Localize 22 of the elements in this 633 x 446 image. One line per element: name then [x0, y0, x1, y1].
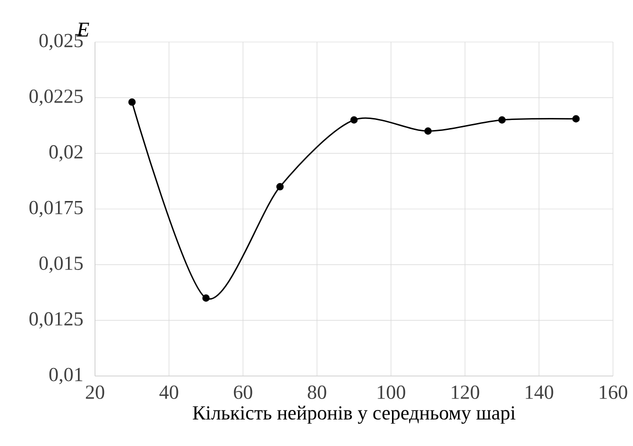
y-tick-label: 0,01: [49, 368, 82, 384]
point: [424, 127, 432, 135]
x-tick-label: 20: [86, 386, 104, 399]
x-axis-title: Кількість нейронів у середньому шарі: [192, 406, 516, 424]
y-tick-label: 0,0225: [29, 90, 83, 106]
point: [350, 116, 358, 124]
x-tick-label: 60: [234, 386, 252, 399]
x-tick-label: 160: [600, 386, 628, 399]
point: [276, 183, 284, 190]
y-tick-label: 0,02: [49, 145, 82, 162]
x-tick-label: 40: [159, 386, 178, 399]
y-tick-label: 0,015: [39, 256, 83, 273]
x-tick-label: 80: [308, 386, 326, 399]
point: [202, 294, 210, 302]
point: [498, 116, 506, 124]
x-tick-label: 140: [526, 386, 554, 399]
x-tick-label: 100: [378, 386, 406, 399]
y-tick-label: 0,0125: [29, 312, 83, 328]
point: [572, 115, 580, 123]
x-tick-label: 120: [452, 386, 480, 399]
y-tick-label: 0,0175: [29, 200, 83, 218]
point: [128, 98, 136, 106]
